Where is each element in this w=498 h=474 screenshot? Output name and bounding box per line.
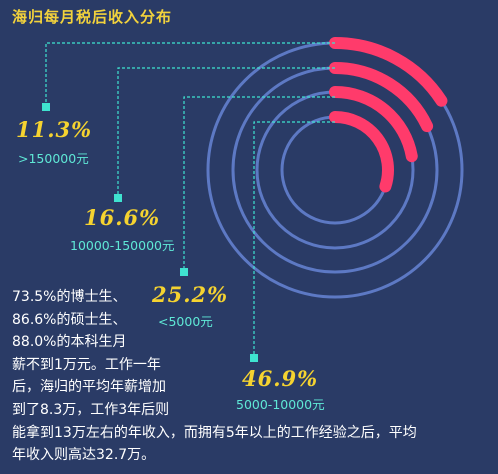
ring-bar-3 <box>329 86 418 163</box>
ring-bar-4 <box>329 111 394 193</box>
percent-label-4: 46.9% <box>242 366 319 391</box>
paragraph-line: 能拿到13万左右的年收入，而拥有5年以上的工作经验之后，平均 <box>12 424 417 441</box>
paragraph-line: 88.0%的本科生月 <box>12 334 127 351</box>
range-label-3: <5000元 <box>158 314 213 329</box>
leader-line-1 <box>45 42 335 103</box>
paragraph-line: 到了8.3万，工作3年后则 <box>12 401 170 418</box>
description-paragraph: 73.5%的博士生、 86.6%的硕士生、 88.0%的本科生月 薪不到1万元。… <box>12 286 494 467</box>
paragraph-line: 年收入则高达32.7万。 <box>12 447 156 464</box>
range-label-4: 5000-10000元 <box>236 397 325 412</box>
paragraph-line: 73.5%的博士生、 <box>12 289 127 305</box>
leader-marker-4 <box>250 354 258 362</box>
paragraph-line: 薪不到1万元。工作一年 <box>12 356 161 373</box>
leader-marker-1 <box>42 103 50 111</box>
leader-line-3 <box>183 96 335 268</box>
range-label-1: >150000元 <box>18 151 89 166</box>
ring-bar-1 <box>329 37 448 107</box>
range-label-2: 10000-150000元 <box>70 238 175 253</box>
leader-line-4 <box>253 121 335 354</box>
percent-label-2: 16.6% <box>84 205 161 230</box>
leader-marker-3 <box>180 268 188 276</box>
ring-bars <box>329 37 448 193</box>
percent-label-1: 11.3% <box>16 117 93 142</box>
leader-line-2 <box>117 67 335 194</box>
percent-label-3: 25.2% <box>152 282 229 307</box>
leader-lines <box>42 42 335 362</box>
ring-bar-2 <box>329 62 434 133</box>
chart-title: 海归每月税后收入分布 <box>12 8 173 26</box>
paragraph-line: 后，海归的平均年薪增加 <box>12 379 166 396</box>
leader-marker-2 <box>114 194 122 202</box>
paragraph-line: 86.6%的硕士生、 <box>12 311 127 328</box>
